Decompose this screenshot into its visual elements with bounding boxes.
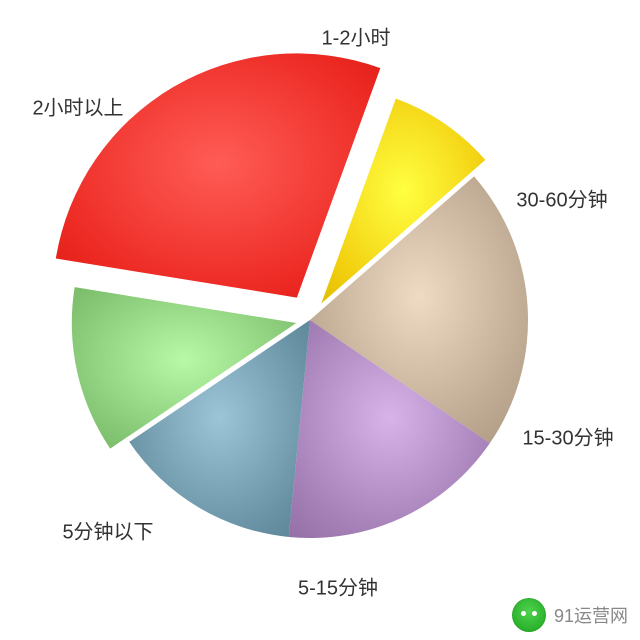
wechat-icon (512, 598, 546, 632)
pie-slice-label: 5分钟以下 (62, 516, 153, 545)
pie-slice-label: 5-15分钟 (298, 572, 378, 601)
footer-text: 91运营网 (554, 602, 628, 628)
pie-chart: 1-2小时 30-60分钟 15-30分钟 5-15分钟 5分钟以下 2小时以上 91运营… (0, 0, 640, 640)
footer: 91运营网 (512, 598, 628, 632)
pie-slice-label: 2小时以上 (32, 92, 123, 121)
pie-slice-label: 30-60分钟 (516, 184, 607, 213)
pie-slice-label: 15-30分钟 (522, 422, 613, 451)
pie-slice-label: 1-2小时 (322, 22, 391, 51)
pie-slice (56, 53, 381, 297)
